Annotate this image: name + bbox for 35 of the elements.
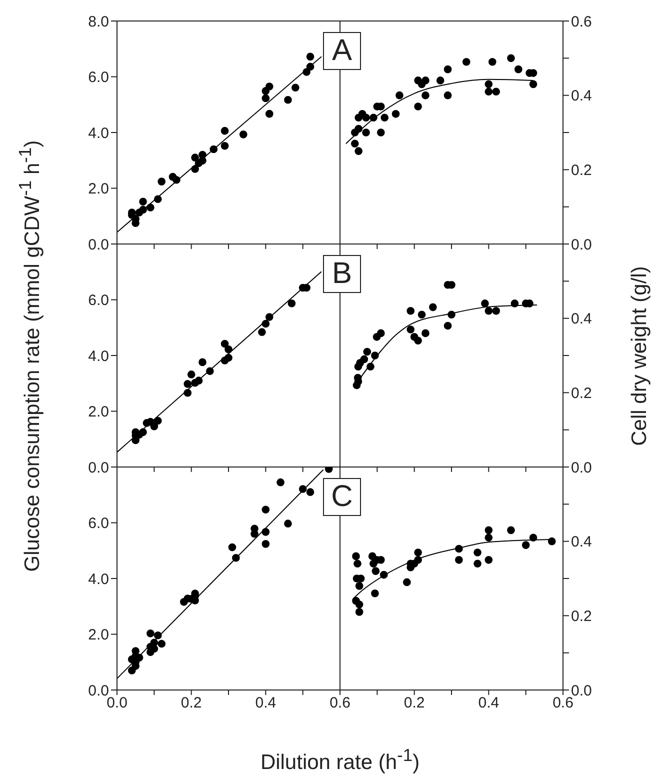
y-tick-label: 6.0 <box>88 292 109 310</box>
x-tick-label: 0.2 <box>180 694 202 712</box>
y-tick-label: 2.0 <box>88 626 109 644</box>
y-tick-label: 0.2 <box>571 162 592 179</box>
y-tick-label: 6.0 <box>88 515 109 532</box>
y-tick-label: 0.4 <box>571 88 592 105</box>
y-tick-label: 0.6 <box>571 13 592 30</box>
x-tick-label: 0.0 <box>106 694 128 712</box>
y-tick-label: 6.0 <box>88 69 109 86</box>
annotation: C <box>323 478 361 516</box>
x-tick-label: 0.2 <box>404 694 425 712</box>
y-tick-label: 0.4 <box>571 310 592 328</box>
y-tick-label: 2.0 <box>88 180 109 198</box>
x-tick-label: 0.6 <box>552 694 574 712</box>
x-tick-label: 0.4 <box>255 694 276 712</box>
y-tick-label: 2.0 <box>88 404 109 421</box>
y-tick-label: 4.0 <box>88 570 109 588</box>
x-axis-title: Dilution rate (h$^{-1}$) <box>260 745 420 775</box>
y-tick-label: 4.0 <box>88 124 109 142</box>
x-tick-label: 0.4 <box>478 694 500 712</box>
y-tick-label: 0.0 <box>571 682 592 700</box>
y-tick-label: 0.2 <box>571 608 592 625</box>
y-axis-title: Cell dry weight (g/l) <box>628 266 652 446</box>
annotation: B <box>323 255 361 293</box>
y-tick-label: 0.4 <box>571 534 592 551</box>
y-tick-label: 0.0 <box>88 236 109 254</box>
y-tick-label: 0.0 <box>571 459 592 476</box>
y-tick-label: 8.0 <box>88 13 109 30</box>
x-tick-label: 0.6 <box>330 694 350 712</box>
y-tick-label: 0.0 <box>88 682 109 700</box>
y-tick-label: 4.0 <box>88 348 109 365</box>
y-tick-label: 0.0 <box>88 459 109 476</box>
y-tick-label: 0.2 <box>571 384 592 402</box>
y-tick-label: 0.0 <box>571 236 592 254</box>
annotation: A <box>323 32 361 70</box>
